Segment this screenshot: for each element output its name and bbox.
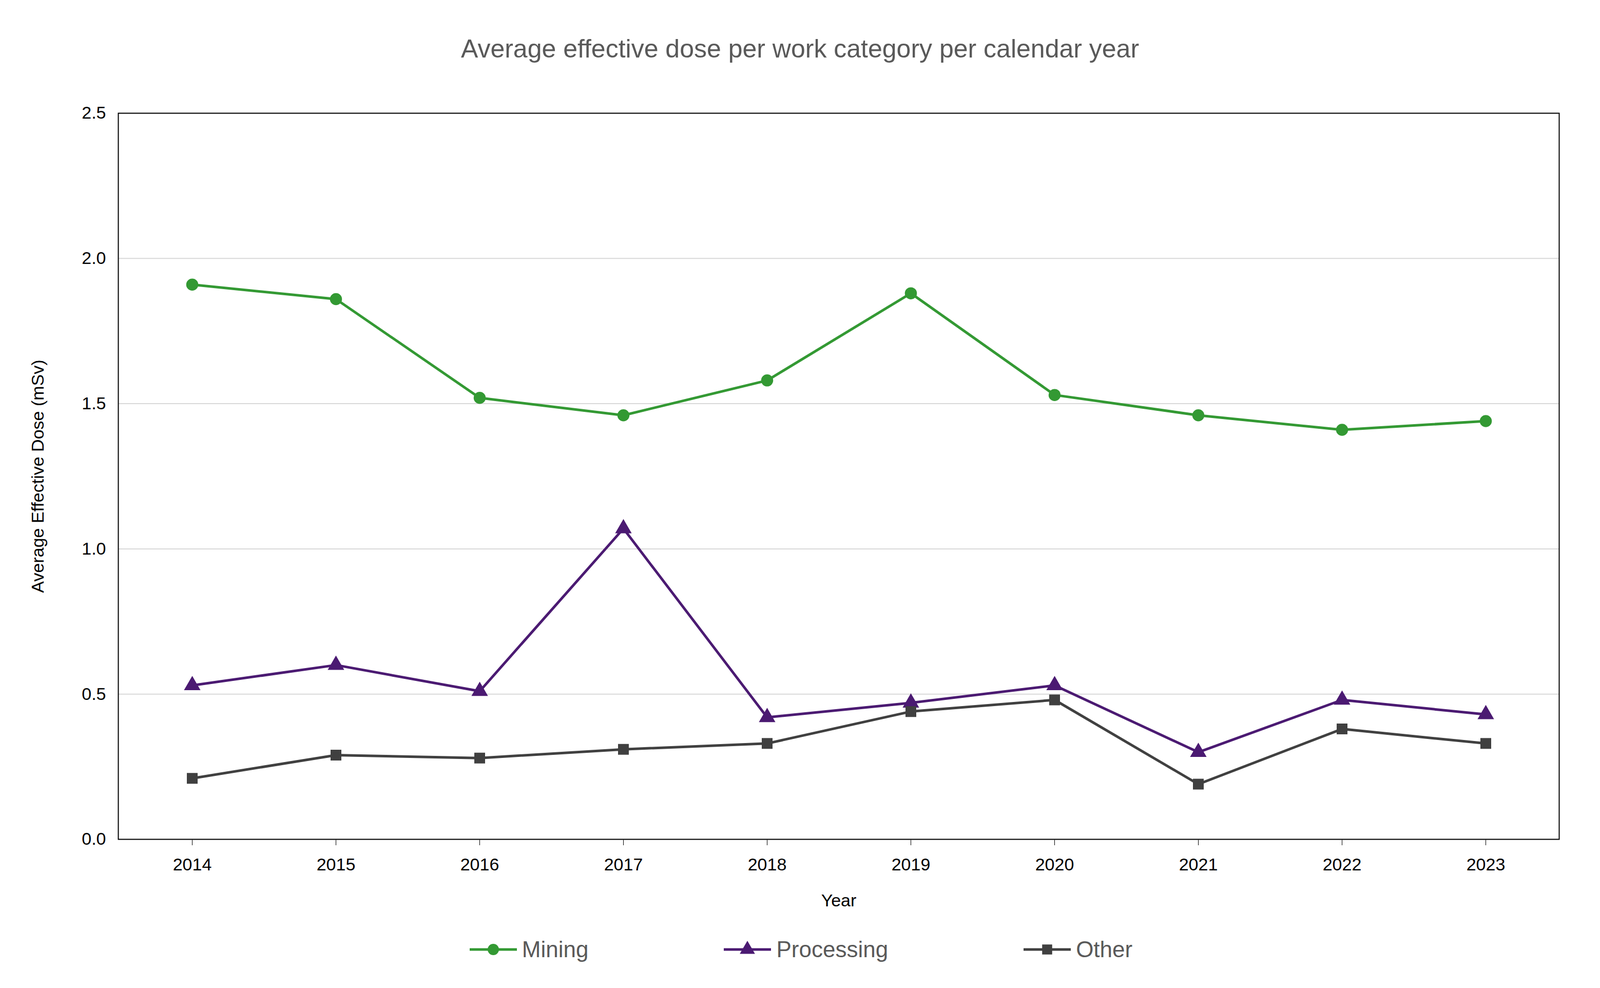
svg-text:2015: 2015 — [316, 854, 356, 874]
svg-text:2017: 2017 — [604, 854, 644, 874]
svg-text:2.5: 2.5 — [81, 102, 106, 123]
svg-text:2019: 2019 — [891, 854, 931, 874]
svg-text:2.0: 2.0 — [81, 247, 106, 268]
html-text:Other: Other — [1075, 936, 1133, 962]
svg-text:Year: Year — [821, 890, 857, 910]
svg-text:1.0: 1.0 — [81, 538, 106, 558]
svg-text:2018: 2018 — [747, 854, 787, 874]
html-text:Processing: Processing — [776, 936, 889, 962]
html-text:Mining: Mining — [521, 936, 589, 962]
svg-text:2023: 2023 — [1466, 854, 1506, 874]
svg-text:0.0: 0.0 — [81, 828, 106, 848]
svg-text:0.5: 0.5 — [81, 683, 106, 704]
svg-text:2020: 2020 — [1035, 854, 1075, 874]
svg-text:2021: 2021 — [1179, 854, 1219, 874]
html-text:Average effective dose per wor: Average effective dose per work category… — [460, 34, 1140, 64]
svg-text:1.5: 1.5 — [81, 393, 106, 413]
svg-text:Average Effective Dose (mSv): Average Effective Dose (mSv) — [27, 359, 48, 593]
svg-text:2022: 2022 — [1322, 854, 1362, 874]
svg-text:2014: 2014 — [172, 854, 212, 874]
svg-text:2016: 2016 — [460, 854, 500, 874]
